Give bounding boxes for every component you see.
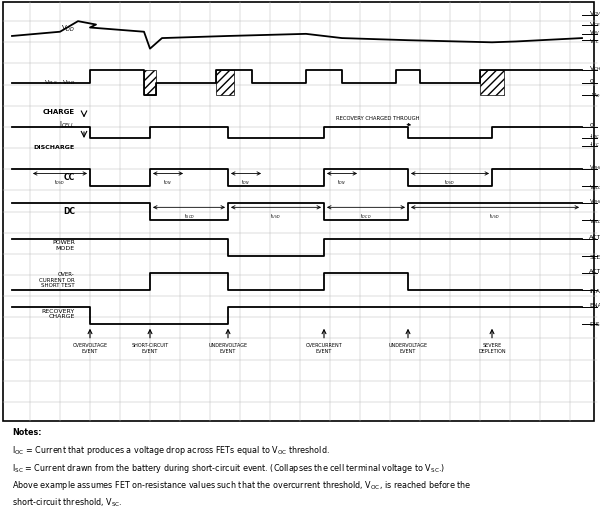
Text: 0: 0	[589, 123, 593, 128]
Text: OVER-
CURRENT OR
SHORT TEST: OVER- CURRENT OR SHORT TEST	[39, 272, 75, 288]
Text: I$_{\mathregular{SC}}$ = Current drawn from the battery during short-circuit eve: I$_{\mathregular{SC}}$ = Current drawn f…	[12, 462, 445, 475]
Text: V$_{OHCP}$: V$_{OHCP}$	[589, 198, 600, 206]
Text: UNDERVOLTAGE
EVENT: UNDERVOLTAGE EVENT	[388, 343, 428, 354]
Text: t$_{UVD}$: t$_{UVD}$	[271, 213, 281, 221]
Text: SEVERE
DEPLETION: SEVERE DEPLETION	[478, 343, 506, 354]
Text: SLEEP: SLEEP	[589, 255, 600, 260]
Text: DISABLED: DISABLED	[589, 322, 600, 328]
Text: -I$_{SC}$: -I$_{SC}$	[589, 140, 600, 149]
Text: t$_{ON}$: t$_{ON}$	[163, 179, 173, 187]
Text: -I$_{OC}$: -I$_{OC}$	[589, 132, 600, 141]
Text: ACTIVE: ACTIVE	[589, 269, 600, 274]
Text: OVERCURRENT
EVENT: OVERCURRENT EVENT	[305, 343, 343, 354]
Text: V$_{OV}$: V$_{OV}$	[589, 9, 600, 19]
Text: short-circuit threshold, V$_{\mathregular{SC}}$.: short-circuit threshold, V$_{\mathregula…	[12, 497, 122, 509]
Text: DC: DC	[63, 207, 75, 216]
Text: V$_{OHCP}$: V$_{OHCP}$	[589, 164, 600, 172]
Text: t$_{ON}$: t$_{ON}$	[337, 179, 347, 187]
Text: RECOVERY CHARGED THROUGH: RECOVERY CHARGED THROUGH	[336, 116, 419, 125]
Text: V$_{OLCC}$: V$_{OLCC}$	[589, 183, 600, 192]
Text: t$_{OCD}$: t$_{OCD}$	[360, 213, 372, 221]
Text: V$_{CH}$: V$_{CH}$	[589, 64, 600, 73]
Text: t$_{ON}$: t$_{ON}$	[241, 179, 251, 187]
Text: t$_{UVD}$: t$_{UVD}$	[490, 213, 500, 221]
Text: V$_{CE}$: V$_{CE}$	[589, 20, 600, 29]
Text: t$_{OVD}$: t$_{OVD}$	[54, 179, 66, 187]
Text: 0: 0	[589, 79, 593, 84]
Text: V$_{DD}$: V$_{DD}$	[61, 24, 75, 34]
Text: INACTIVE: INACTIVE	[589, 288, 600, 294]
Text: CHARGE: CHARGE	[43, 109, 75, 115]
Text: V$_{SC}$: V$_{SC}$	[589, 38, 600, 46]
Text: ACTIVE: ACTIVE	[589, 235, 600, 240]
Text: V$_{PLS}$ - V$_{DD}$: V$_{PLS}$ - V$_{DD}$	[44, 78, 75, 87]
Text: t$_{SCD}$: t$_{SCD}$	[184, 213, 194, 221]
Text: OVERVOLTAGE
EVENT: OVERVOLTAGE EVENT	[73, 343, 107, 354]
Text: t$_{OVD}$: t$_{OVD}$	[444, 179, 456, 187]
Text: SHORT-CIRCUIT
EVENT: SHORT-CIRCUIT EVENT	[131, 343, 169, 354]
Text: RECOVERY
CHARGE: RECOVERY CHARGE	[42, 309, 75, 319]
Bar	[480, 70, 504, 95]
Text: Notes:: Notes:	[12, 427, 41, 437]
Text: -V$_{OC}$: -V$_{OC}$	[589, 92, 600, 101]
Text: V$_{UV}$: V$_{UV}$	[589, 28, 600, 38]
Text: V$_{OLDC}$: V$_{OLDC}$	[589, 217, 600, 225]
Text: I$_{\mathregular{OC}}$ = Current that produces a voltage drop across FETs equal : I$_{\mathregular{OC}}$ = Current that pr…	[12, 444, 329, 457]
Text: UNDERVOLTAGE
EVENT: UNDERVOLTAGE EVENT	[208, 343, 248, 354]
Text: CC: CC	[64, 173, 75, 182]
Text: ENABLED: ENABLED	[589, 303, 600, 308]
Bar	[216, 70, 234, 95]
Text: I$_{CELL}$: I$_{CELL}$	[59, 120, 75, 130]
Bar	[144, 70, 156, 95]
Text: Above example assumes FET on-resistance values such that the overcurrent thresho: Above example assumes FET on-resistance …	[12, 479, 472, 492]
Text: POWER
MODE: POWER MODE	[52, 240, 75, 251]
Text: DISCHARGE: DISCHARGE	[34, 145, 75, 150]
